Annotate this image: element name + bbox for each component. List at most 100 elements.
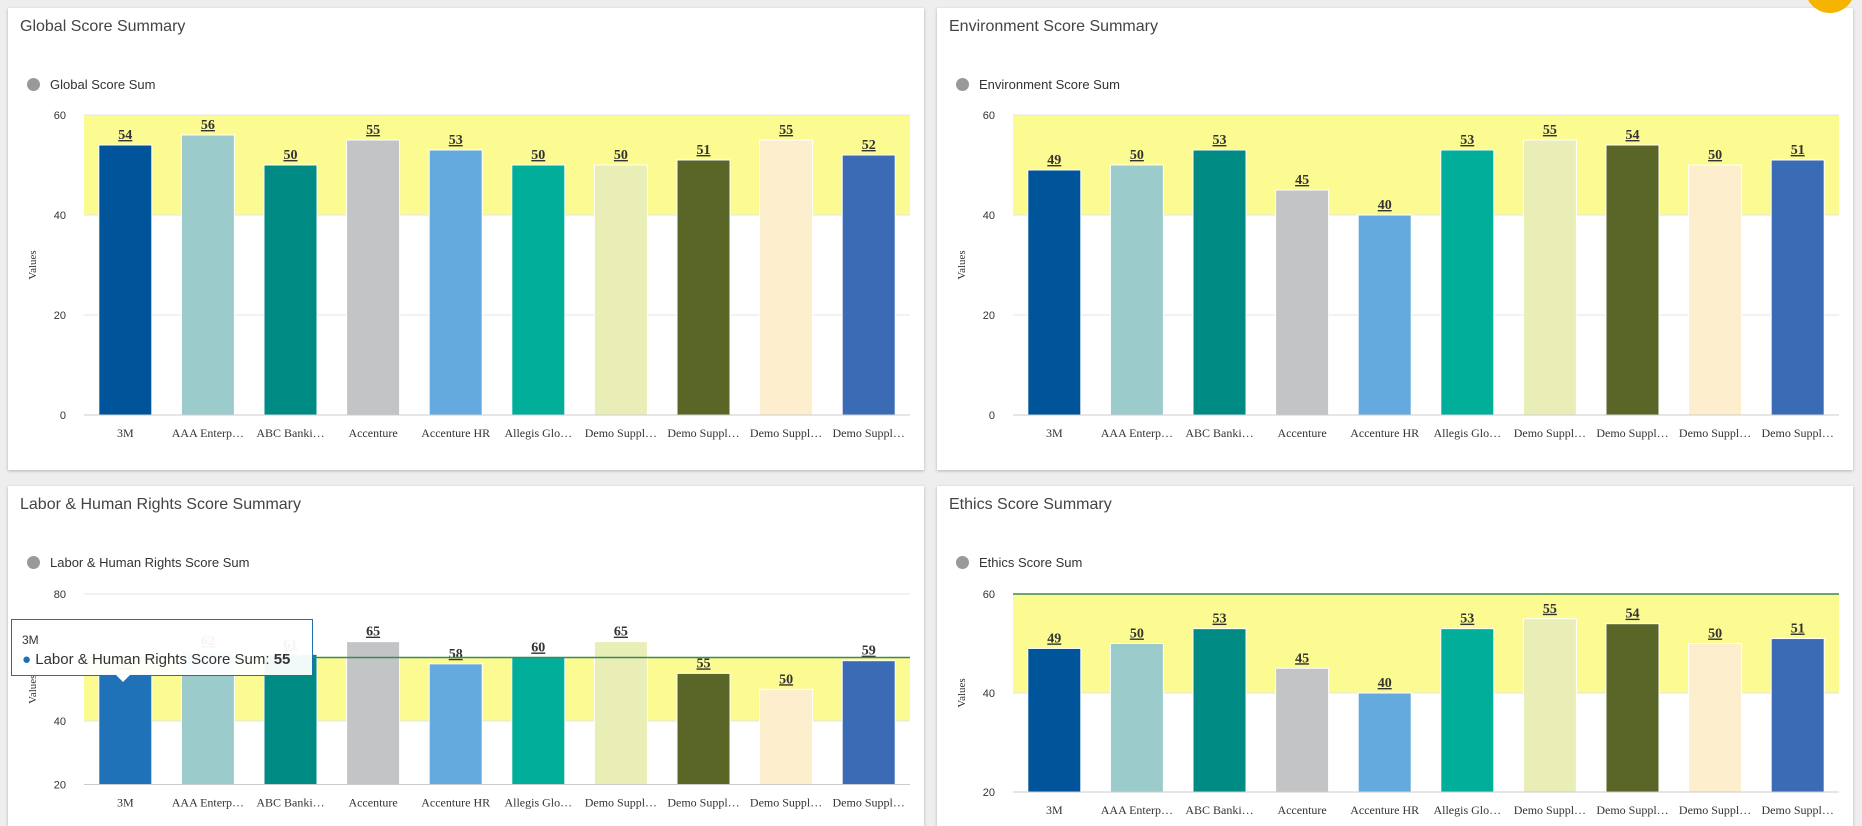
bar[interactable] — [263, 653, 318, 785]
data-label: 53 — [449, 133, 463, 148]
bar[interactable] — [1027, 169, 1082, 416]
data-label: 51 — [1791, 143, 1805, 158]
bar[interactable] — [1605, 144, 1660, 416]
bar[interactable] — [1275, 667, 1330, 793]
bar[interactable] — [1770, 159, 1825, 416]
data-label: 53 — [1213, 612, 1227, 627]
data-label: 50 — [531, 148, 545, 163]
x-tick-label: Accenture HR — [421, 796, 490, 810]
x-tick-label: Allegis Glo… — [1433, 803, 1501, 817]
bar[interactable] — [428, 149, 483, 416]
bar[interactable] — [1027, 647, 1082, 793]
x-tick-label: Demo Suppl… — [1679, 803, 1751, 817]
bar[interactable] — [1770, 638, 1825, 793]
data-label: 65 — [614, 625, 628, 640]
y-tick-label: 60 — [54, 110, 66, 122]
x-tick-label: AAA Enterp… — [172, 426, 244, 440]
x-tick-label: Demo Suppl… — [1679, 426, 1751, 440]
chart-legend[interactable]: Ethics Score Sum — [956, 555, 1082, 570]
bar[interactable] — [346, 641, 401, 785]
data-label: 56 — [201, 118, 215, 133]
panel-title: Labor & Human Rights Score Summary — [20, 496, 301, 513]
bar[interactable] — [428, 663, 483, 786]
tooltip-header: 3M — [22, 633, 39, 647]
bar[interactable] — [511, 164, 566, 416]
bar[interactable] — [1605, 623, 1660, 793]
data-label: 51 — [1791, 622, 1805, 637]
data-label: 50 — [1708, 148, 1722, 163]
bar[interactable] — [346, 139, 401, 416]
y-tick-label: 40 — [54, 210, 66, 222]
legend-label: Ethics Score Sum — [979, 555, 1083, 570]
bar[interactable] — [180, 134, 235, 416]
y-tick-label: 40 — [54, 716, 66, 728]
x-tick-label: AAA Enterp… — [172, 796, 244, 810]
ethics-score-panel: Ethics Score Summary Ethics Score Sum 20… — [937, 486, 1853, 826]
bar[interactable] — [1688, 643, 1743, 793]
tooltip-series: Labor & Human Rights Score Sum: — [35, 651, 270, 668]
bar[interactable] — [676, 159, 731, 416]
x-tick-label: Demo Suppl… — [585, 426, 657, 440]
x-tick-label: Demo Suppl… — [1596, 426, 1668, 440]
tooltip-bullet-icon: ● — [22, 651, 36, 668]
x-tick-label: 3M — [1046, 803, 1063, 817]
bar[interactable] — [676, 672, 731, 785]
bar[interactable] — [1109, 643, 1164, 793]
chart-legend[interactable]: Environment Score Sum — [956, 77, 1120, 92]
x-tick-label: Demo Suppl… — [750, 796, 822, 810]
bar[interactable] — [841, 154, 896, 416]
bar[interactable] — [1688, 164, 1743, 416]
bar[interactable] — [98, 672, 153, 785]
bar[interactable] — [98, 144, 153, 416]
bar[interactable] — [511, 657, 566, 785]
x-tick-label: Accenture — [348, 796, 397, 810]
x-tick-label: Demo Suppl… — [1514, 426, 1586, 440]
bar[interactable] — [593, 641, 648, 785]
bar[interactable] — [1440, 628, 1495, 793]
bar[interactable] — [759, 139, 814, 416]
bar[interactable] — [1357, 692, 1412, 793]
data-label: 40 — [1378, 198, 1392, 213]
data-label: 55 — [1543, 602, 1557, 617]
y-axis-label: Values — [27, 250, 39, 279]
x-tick-label: ABC Banki… — [1185, 426, 1253, 440]
bar[interactable] — [1440, 149, 1495, 416]
data-label: 49 — [1047, 153, 1061, 168]
x-tick-label: ABC Banki… — [256, 796, 324, 810]
data-label: 54 — [118, 128, 132, 143]
data-label: 50 — [1130, 148, 1144, 163]
x-tick-label: Demo Suppl… — [585, 796, 657, 810]
data-label: 55 — [1543, 123, 1557, 138]
bar[interactable] — [1109, 164, 1164, 416]
y-tick-label: 20 — [54, 310, 66, 322]
bar[interactable] — [1522, 618, 1577, 793]
chart-legend[interactable]: Global Score Sum — [27, 77, 156, 92]
x-tick-label: Accenture HR — [421, 426, 490, 440]
data-label: 50 — [614, 148, 628, 163]
data-label: 45 — [1295, 651, 1309, 666]
data-label: 58 — [449, 647, 463, 662]
bar[interactable] — [1522, 139, 1577, 416]
bar[interactable] — [263, 164, 318, 416]
x-tick-label: Demo Suppl… — [1514, 803, 1586, 817]
data-label: 50 — [1130, 627, 1144, 642]
bar[interactable] — [1357, 214, 1412, 416]
x-tick-label: Demo Suppl… — [667, 426, 739, 440]
data-label: 40 — [1378, 676, 1392, 691]
x-tick-label: Accenture HR — [1350, 803, 1419, 817]
bar[interactable] — [841, 660, 896, 785]
legend-label: Labor & Human Rights Score Sum — [50, 555, 250, 570]
data-label: 65 — [366, 625, 380, 640]
x-tick-label: ABC Banki… — [256, 426, 324, 440]
data-label: 50 — [779, 672, 793, 687]
x-tick-label: 3M — [1046, 426, 1063, 440]
bar[interactable] — [759, 688, 814, 785]
bar[interactable] — [1275, 189, 1330, 416]
y-tick-label: 60 — [983, 589, 995, 601]
bar[interactable] — [1192, 149, 1247, 416]
bar[interactable] — [1192, 628, 1247, 793]
chart-legend[interactable]: Labor & Human Rights Score Sum — [27, 555, 249, 570]
bar[interactable] — [593, 164, 648, 416]
data-label: 55 — [697, 656, 711, 671]
y-tick-label: 40 — [983, 688, 995, 700]
